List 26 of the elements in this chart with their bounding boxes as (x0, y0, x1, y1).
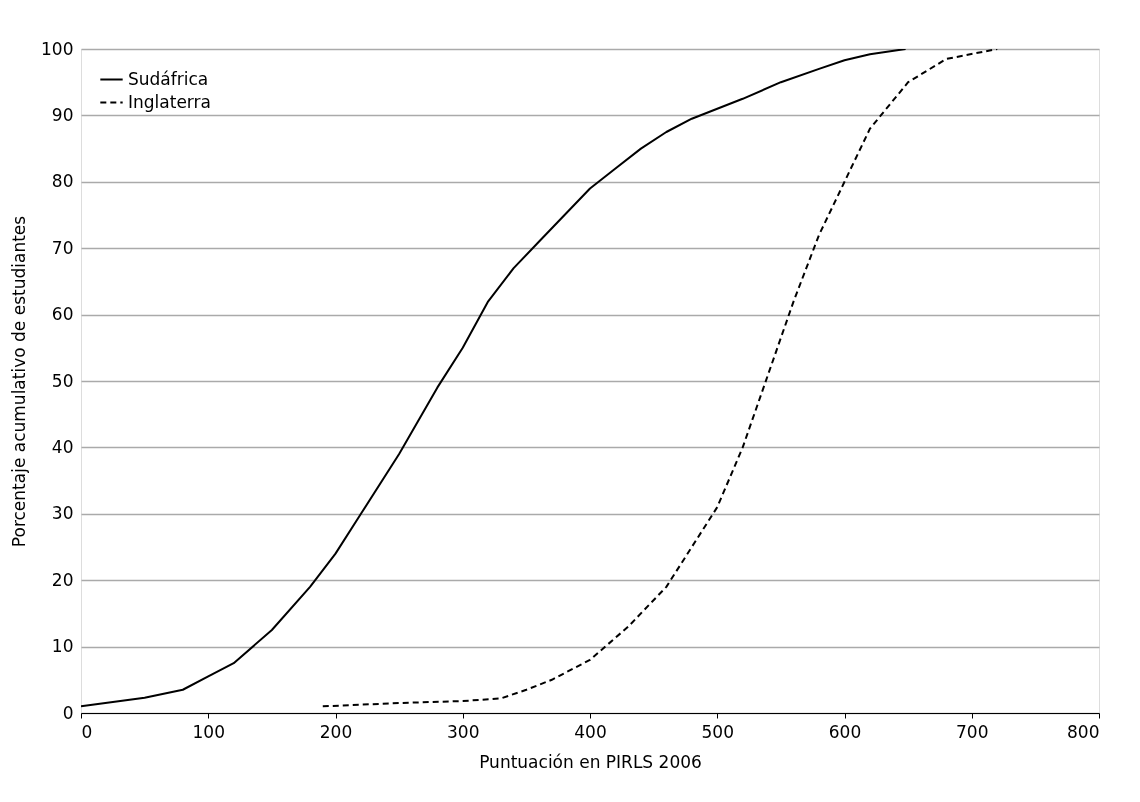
line-series (81, 49, 907, 708)
y-tick-label: 50 (51, 370, 74, 391)
x-tick-label: 600 (828, 721, 862, 742)
y-tick-label: 20 (51, 569, 74, 590)
line-series (321, 49, 999, 708)
y-tick-label: 80 (51, 171, 74, 192)
x-tick-label: 200 (319, 721, 353, 742)
x-tick-label: 100 (192, 721, 225, 742)
x-axis-title: Puntuación en PIRLS 2006 (479, 751, 702, 772)
y-tick-label: 10 (51, 636, 74, 657)
y-tick-label: 70 (51, 237, 74, 258)
legend-label: Sudáfrica (128, 68, 209, 89)
y-tick-label: 30 (51, 503, 74, 524)
x-tick-label: 800 (1067, 721, 1100, 742)
y-axis-title: Porcentaje acumulativo de estudiantes (9, 215, 30, 548)
y-tick-label: 100 (41, 38, 74, 59)
y-tick-label: 0 (62, 702, 74, 723)
x-tick-label: 700 (956, 721, 989, 742)
legend-label: Inglaterra (128, 91, 211, 112)
y-tick-label: 90 (51, 104, 74, 125)
x-tick-label: 500 (701, 721, 734, 742)
y-tick-label: 60 (51, 304, 74, 325)
x-tick-label: 400 (574, 721, 607, 742)
y-tick-label: 40 (51, 436, 74, 457)
x-tick-label: 300 (447, 721, 480, 742)
x-tick-label: 0 (81, 721, 93, 742)
